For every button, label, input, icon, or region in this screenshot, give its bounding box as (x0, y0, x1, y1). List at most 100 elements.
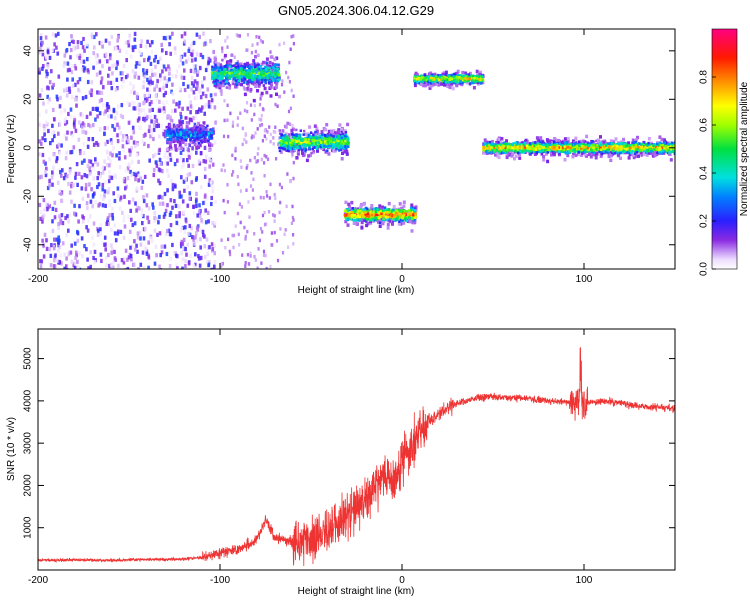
spectrogram-cell (171, 242, 174, 248)
spectrogram-cell (117, 125, 121, 130)
spectrogram-cell (104, 247, 107, 252)
spectrogram-cell (365, 220, 368, 223)
spectrogram-marks (38, 31, 675, 269)
spectrogram-cell (234, 82, 238, 86)
spectrogram-cell (129, 253, 133, 259)
spectrogram-cell (314, 130, 317, 134)
spectrogram-cell (203, 174, 207, 179)
spectrogram-cell (78, 204, 81, 209)
spectrogram-cell (114, 46, 118, 51)
spectrogram-cell (229, 75, 233, 79)
spectrogram-cell (290, 146, 293, 149)
spectrogram-cell (311, 143, 315, 147)
spectrogram-cell (142, 107, 146, 113)
spectrogram-cell (112, 80, 115, 85)
spectrogram-cell (385, 212, 388, 216)
spectrogram-cell (207, 219, 210, 224)
spectrogram-cell (56, 144, 59, 149)
spectrogram-cell (211, 65, 214, 69)
spectrogram-cell (103, 126, 107, 131)
spectrogram-cell (251, 134, 254, 138)
spectrogram-cell (238, 34, 241, 38)
spectrogram-cell (58, 244, 62, 250)
spectrogram-cell (395, 209, 398, 212)
spectrogram-cell (368, 208, 371, 212)
spectrogram-cell (52, 246, 56, 251)
spectrogram-cell (149, 76, 152, 81)
spectrogram-cell (243, 76, 246, 79)
spectrogram-cell (118, 151, 121, 156)
spectrogram-cell (194, 177, 198, 182)
spectrogram-cell (38, 112, 41, 117)
spectrogram-cell (256, 53, 260, 57)
spectrogram-cell (92, 221, 96, 226)
spectrogram-cell (148, 43, 152, 48)
spectrogram-cell (155, 216, 159, 221)
spectrogram-cell (478, 72, 482, 77)
spectrogram-cell (352, 221, 356, 225)
spectrogram-cell (123, 224, 127, 229)
spectrogram-cell (198, 143, 202, 148)
spectrogram-cell (398, 215, 401, 218)
spectrogram-cell (139, 43, 143, 48)
spectrogram-cell (141, 179, 145, 184)
spectrogram-cell (126, 166, 130, 171)
spectrogram-cell (275, 157, 278, 161)
spectrogram-cell (281, 129, 285, 133)
spectrogram-cell (257, 80, 260, 83)
spectrogram-cell (125, 58, 128, 63)
spectrogram-cell (379, 210, 382, 213)
spectrogram-cell (258, 81, 261, 85)
spectrogram-cell (142, 198, 146, 204)
spectrogram-cell (101, 241, 105, 246)
spectrogram-cell (326, 141, 329, 145)
spectrogram-cell (180, 34, 184, 39)
spectrogram-cell (202, 159, 206, 164)
spectrogram-cell (243, 65, 247, 69)
spectrogram-cell (258, 73, 262, 77)
spectrogram-cell (146, 39, 149, 44)
spectrogram-cell (137, 111, 141, 116)
spectrogram-cell (280, 146, 283, 150)
spectrogram-cell (51, 85, 54, 90)
spectrogram-cell (116, 231, 120, 236)
spectrogram-cell (357, 214, 360, 217)
spectrogram-cell (437, 83, 441, 87)
spectrogram-cell (45, 69, 48, 74)
spectrogram-cell (123, 155, 127, 160)
spectrogram-cell (175, 102, 178, 107)
spectrogram-cell (136, 235, 140, 240)
spectrogram-cell (220, 262, 223, 267)
spectrogram-cell (192, 211, 196, 216)
spectrogram-cell (101, 165, 105, 170)
spectrogram-cell (105, 263, 108, 268)
spectrogram-cell (264, 65, 267, 69)
spectrogram-cell (206, 87, 210, 92)
spectrogram-cell (204, 220, 208, 225)
spectrogram-cell (362, 208, 365, 211)
spectrogram-cell (122, 79, 125, 84)
spectrogram-cell (241, 253, 244, 257)
spectrogram-cell (211, 162, 215, 167)
spectrogram-cell (68, 86, 71, 91)
spectrogram-cell (321, 140, 324, 144)
spectrogram-cell (286, 135, 289, 138)
spectrogram-cell (373, 213, 377, 217)
spectrogram-cell (150, 68, 154, 73)
spectrogram-cell (246, 61, 249, 66)
spectrogram-cell (147, 265, 150, 269)
spectrogram-cell (165, 232, 168, 237)
spectrogram-cell (155, 163, 159, 168)
spectrogram-cell (149, 61, 153, 66)
spectrogram-cell (197, 254, 200, 259)
spectrogram-cell (297, 148, 301, 152)
spectrogram-cell (130, 172, 134, 177)
spectrogram-cell (183, 87, 187, 93)
spectrogram-cell (42, 159, 46, 164)
spectrogram-cell (113, 256, 117, 261)
spectrogram-cell (168, 212, 172, 217)
spectrogram-cell (225, 76, 229, 80)
spectrogram-cell (163, 191, 167, 197)
spectrogram-cell (136, 205, 139, 210)
spectrogram-cell (256, 80, 259, 84)
